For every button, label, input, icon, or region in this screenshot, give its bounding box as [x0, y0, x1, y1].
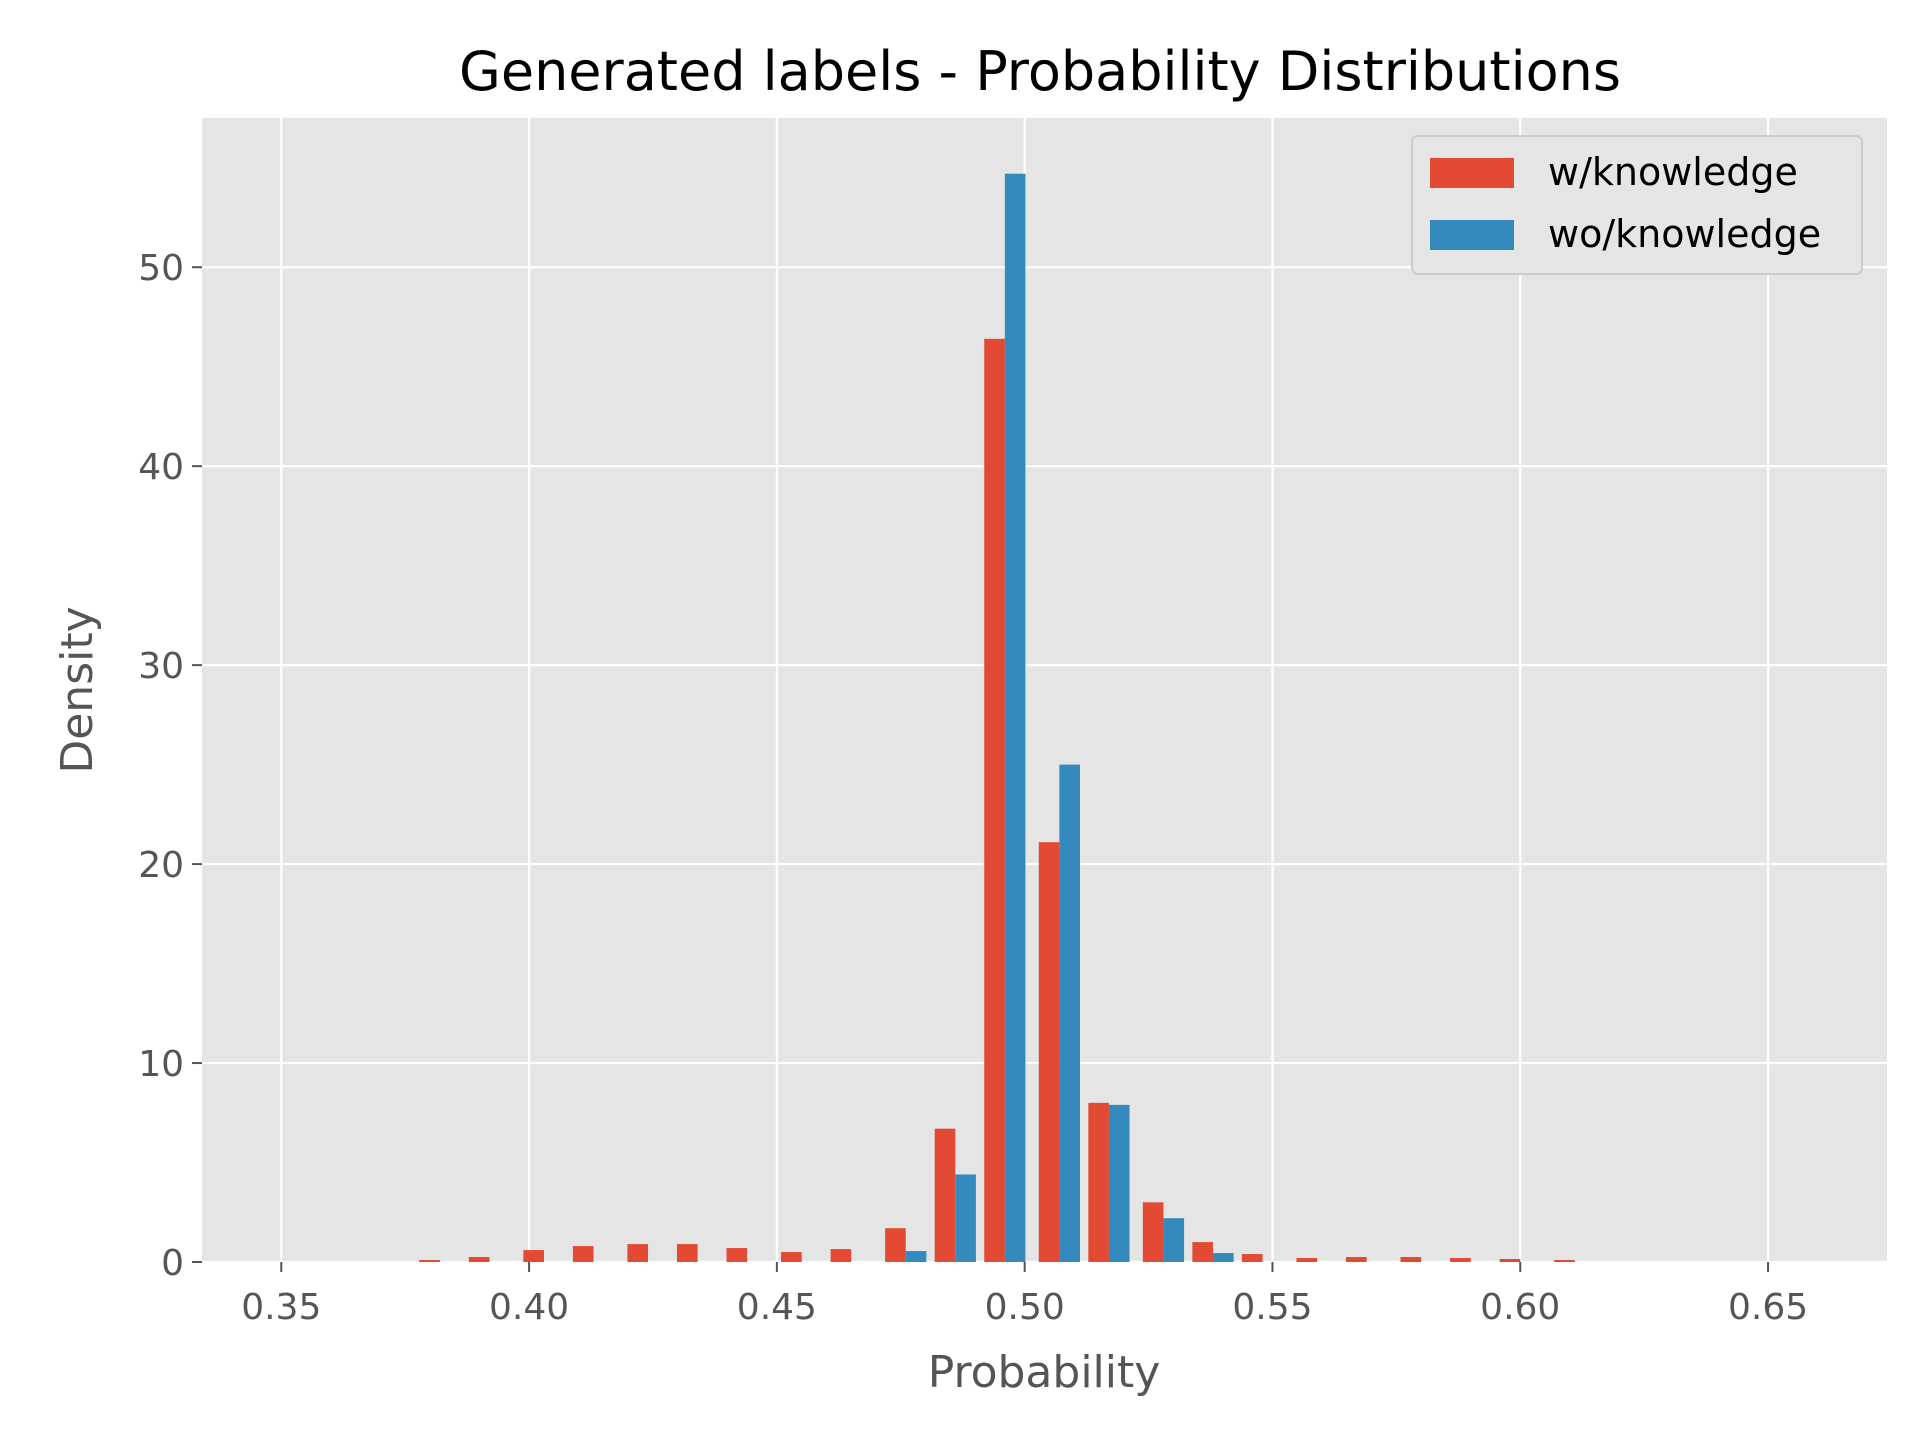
- bar-w-knowledge: [1554, 1260, 1575, 1262]
- bar-w-knowledge: [468, 1257, 490, 1262]
- bar-wo-knowledge: [955, 1174, 976, 1262]
- y-tick-label: 50: [138, 248, 184, 289]
- bar-w-knowledge: [781, 1252, 802, 1262]
- y-axis-label: Density: [52, 606, 103, 773]
- x-tick-label: 0.35: [241, 1287, 321, 1328]
- legend: w/knowledge wo/knowledge: [1411, 135, 1863, 275]
- legend-label: wo/knowledge: [1548, 212, 1821, 256]
- legend-label: w/knowledge: [1548, 150, 1798, 194]
- bar-w-knowledge: [830, 1249, 852, 1262]
- bar-wo-knowledge: [1059, 764, 1080, 1262]
- y-tick-label: 30: [138, 646, 184, 687]
- bar-w-knowledge: [1142, 1202, 1164, 1262]
- bar-w-knowledge: [1088, 1102, 1109, 1262]
- x-tick-label: 0.60: [1480, 1287, 1560, 1328]
- histogram-bars: [419, 173, 1575, 1263]
- x-tick-label: 0.50: [985, 1287, 1065, 1328]
- x-tick-label: 0.55: [1232, 1287, 1312, 1328]
- y-tick-label: 0: [161, 1243, 184, 1284]
- legend-swatch: [1430, 158, 1514, 188]
- bar-w-knowledge: [934, 1128, 956, 1262]
- bar-wo-knowledge: [905, 1251, 927, 1262]
- bar-w-knowledge: [1296, 1258, 1318, 1262]
- x-tick-label: 0.65: [1728, 1287, 1808, 1328]
- chart-title: Generated labels - Probability Distribut…: [459, 40, 1621, 103]
- x-tick-label: 0.45: [737, 1287, 817, 1328]
- bar-w-knowledge: [1241, 1254, 1263, 1262]
- bar-w-knowledge: [726, 1248, 748, 1262]
- bar-w-knowledge: [1450, 1258, 1471, 1262]
- x-tick-label: 0.40: [489, 1287, 569, 1328]
- bar-w-knowledge: [572, 1246, 594, 1262]
- bar-w-knowledge: [1499, 1259, 1521, 1262]
- y-tick-label: 40: [138, 447, 184, 488]
- bar-w-knowledge: [885, 1228, 906, 1262]
- axis-ticks: 0.35 0.40 0.45 0.50 0.55 0.60 0.65 0 10 20 30 40 50: [138, 248, 1808, 1328]
- bar-wo-knowledge: [1213, 1253, 1234, 1262]
- bar-w-knowledge: [676, 1244, 698, 1262]
- y-tick-label: 10: [138, 1044, 184, 1085]
- bar-w-knowledge: [419, 1260, 440, 1262]
- legend-box: [1411, 135, 1863, 275]
- bar-wo-knowledge: [1004, 173, 1026, 1263]
- bar-wo-knowledge: [1163, 1218, 1185, 1262]
- bar-w-knowledge: [1346, 1257, 1367, 1262]
- legend-swatch: [1430, 220, 1514, 250]
- y-tick-label: 20: [138, 845, 184, 886]
- bar-w-knowledge: [1038, 842, 1060, 1262]
- bar-w-knowledge: [523, 1250, 544, 1262]
- bar-w-knowledge: [984, 338, 1005, 1262]
- bar-w-knowledge: [1192, 1242, 1213, 1262]
- bar-wo-knowledge: [1108, 1104, 1130, 1262]
- x-axis-label: Probability: [928, 1347, 1161, 1398]
- bar-w-knowledge: [627, 1244, 649, 1262]
- bar-w-knowledge: [1400, 1257, 1422, 1262]
